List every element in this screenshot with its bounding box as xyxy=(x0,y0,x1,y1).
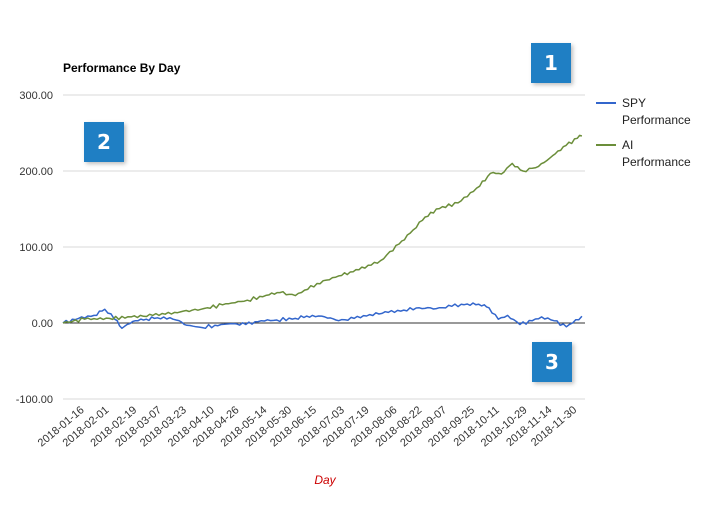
y-tick-label: -100.00 xyxy=(16,394,53,406)
legend-label: AI xyxy=(622,138,633,152)
legend-label: Performance xyxy=(622,155,691,169)
spy-performance-line xyxy=(62,302,583,330)
ai-performance-line xyxy=(62,134,583,324)
y-tick-label: 100.00 xyxy=(19,242,53,254)
series-lines xyxy=(62,134,583,330)
callout-badge-1: 1 xyxy=(531,43,571,83)
legend-label: Performance xyxy=(622,113,691,127)
x-axis-ticks: 2018-01-162018-02-012018-02-192018-03-07… xyxy=(36,404,579,449)
chart-title: Performance By Day xyxy=(63,61,181,75)
callout-badge-3: 3 xyxy=(532,342,572,382)
callout-badge-2: 2 xyxy=(84,122,124,162)
legend-label: SPY xyxy=(622,96,646,110)
y-tick-label: 200.00 xyxy=(19,166,53,178)
y-tick-label: 300.00 xyxy=(19,90,53,102)
x-axis-label: Day xyxy=(314,473,336,487)
y-tick-label: 0.00 xyxy=(32,318,53,330)
gridlines xyxy=(63,94,585,400)
legend: SPY Performance AI Performance xyxy=(596,96,691,169)
y-axis-ticks: -100.00 0.00 100.00 200.00 300.00 xyxy=(16,90,53,406)
